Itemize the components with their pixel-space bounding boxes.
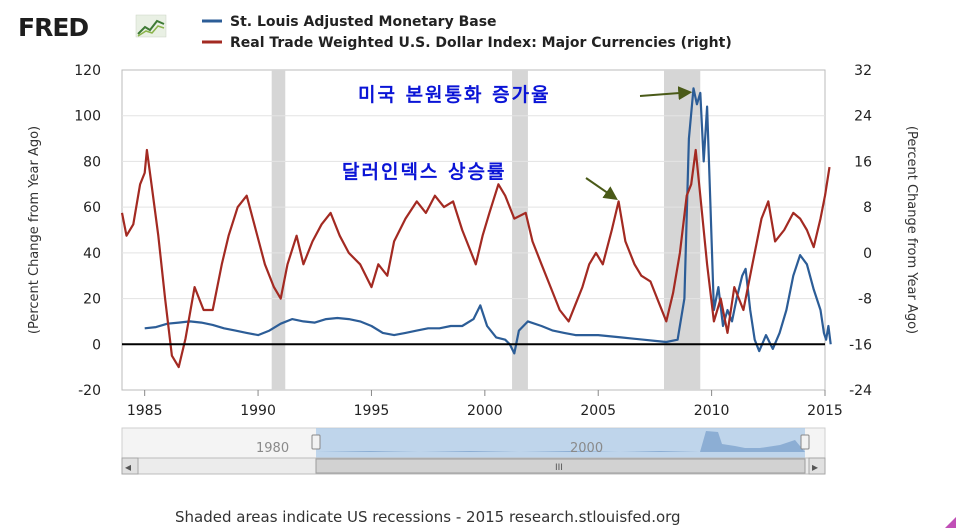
legend-label-blue: St. Louis Adjusted Monetary Base bbox=[230, 14, 497, 30]
scrollbar-thumb[interactable] bbox=[315, 458, 806, 474]
navigator-label-2000: 2000 bbox=[570, 441, 603, 456]
range-navigator[interactable]: 1980 2000 ◂ III ▸ bbox=[121, 427, 826, 475]
annotation-dollar-index-text: 달러인덱스 상승률 bbox=[342, 161, 506, 183]
right-axis-ticks: 32 24 16 8 0 -8 -16 -24 bbox=[849, 63, 872, 399]
navigator-label-1980: 1980 bbox=[256, 441, 289, 456]
left-tick-label: 120 bbox=[74, 63, 101, 79]
plot-area bbox=[121, 69, 826, 391]
right-tick-label: 16 bbox=[854, 154, 872, 170]
x-axis-ticks: 1985 1990 1995 2000 2005 2010 2015 bbox=[127, 390, 843, 419]
left-axis-title: (Percent Change from Year Ago) bbox=[27, 126, 42, 334]
scroll-right-button[interactable] bbox=[808, 457, 826, 475]
annotation-arrow-red bbox=[585, 177, 618, 200]
navigator-selection[interactable] bbox=[316, 428, 805, 458]
annotation-dollar-index: 달러인덱스 상승률 bbox=[342, 161, 618, 200]
footer-note: Shaded areas indicate US recessions - 20… bbox=[175, 508, 681, 526]
legend: St. Louis Adjusted Monetary Base Real Tr… bbox=[202, 14, 732, 51]
resize-corner-icon[interactable] bbox=[945, 517, 956, 528]
x-tick-label: 2000 bbox=[467, 403, 503, 419]
left-tick-label: 40 bbox=[83, 246, 101, 262]
scroll-left-button[interactable] bbox=[121, 457, 139, 475]
logo-text: FRED bbox=[18, 13, 88, 42]
legend-label-red: Real Trade Weighted U.S. Dollar Index: M… bbox=[230, 35, 732, 51]
left-axis-ticks: 120 100 80 60 40 20 0 -20 bbox=[74, 63, 101, 399]
x-tick-label: 2010 bbox=[694, 403, 730, 419]
navigator-series-shape bbox=[316, 431, 805, 452]
x-tick-label: 2015 bbox=[807, 403, 843, 419]
scroll-left-arrow-icon: ◂ bbox=[125, 460, 131, 474]
right-axis-title: (Percent Change from Year Ago) bbox=[904, 126, 919, 334]
left-tick-label: -20 bbox=[78, 383, 101, 399]
right-tick-label: 32 bbox=[854, 63, 872, 79]
annotation-arrow-blue bbox=[639, 86, 693, 101]
scrollbar-grip-icon: III bbox=[555, 463, 563, 473]
right-tick-label: -24 bbox=[849, 383, 872, 399]
left-tick-label: 20 bbox=[83, 292, 101, 308]
left-tick-label: 60 bbox=[83, 200, 101, 216]
recession-band-0 bbox=[271, 70, 286, 390]
left-tick-label: 100 bbox=[74, 109, 101, 125]
recession-band-1 bbox=[512, 70, 528, 390]
x-tick-label: 2005 bbox=[580, 403, 616, 419]
x-tick-label: 1990 bbox=[240, 403, 276, 419]
series-line-monetary-base bbox=[144, 87, 832, 355]
left-tick-label: 80 bbox=[83, 154, 101, 170]
navigator-right-handle[interactable] bbox=[800, 434, 810, 450]
left-tick-label: 0 bbox=[92, 337, 101, 353]
right-tick-label: -8 bbox=[858, 292, 872, 308]
annotation-monetary-base-text: 미국 본원통화 증가율 bbox=[358, 84, 551, 106]
fred-logo[interactable]: FRED bbox=[18, 13, 167, 42]
scroll-right-arrow-icon: ▸ bbox=[812, 460, 818, 474]
line-chart-icon bbox=[135, 14, 167, 38]
series-lines bbox=[120, 87, 832, 369]
right-tick-label: 8 bbox=[863, 200, 872, 216]
annotation-monetary-base: 미국 본원통화 증가율 bbox=[358, 84, 693, 106]
right-tick-label: 0 bbox=[863, 246, 872, 262]
x-tick-label: 1995 bbox=[354, 403, 390, 419]
right-tick-label: 24 bbox=[854, 109, 872, 125]
right-tick-label: -16 bbox=[849, 337, 872, 353]
x-tick-label: 1985 bbox=[127, 403, 163, 419]
navigator-left-handle[interactable] bbox=[311, 434, 321, 450]
series-line-dollar-index bbox=[120, 148, 831, 369]
